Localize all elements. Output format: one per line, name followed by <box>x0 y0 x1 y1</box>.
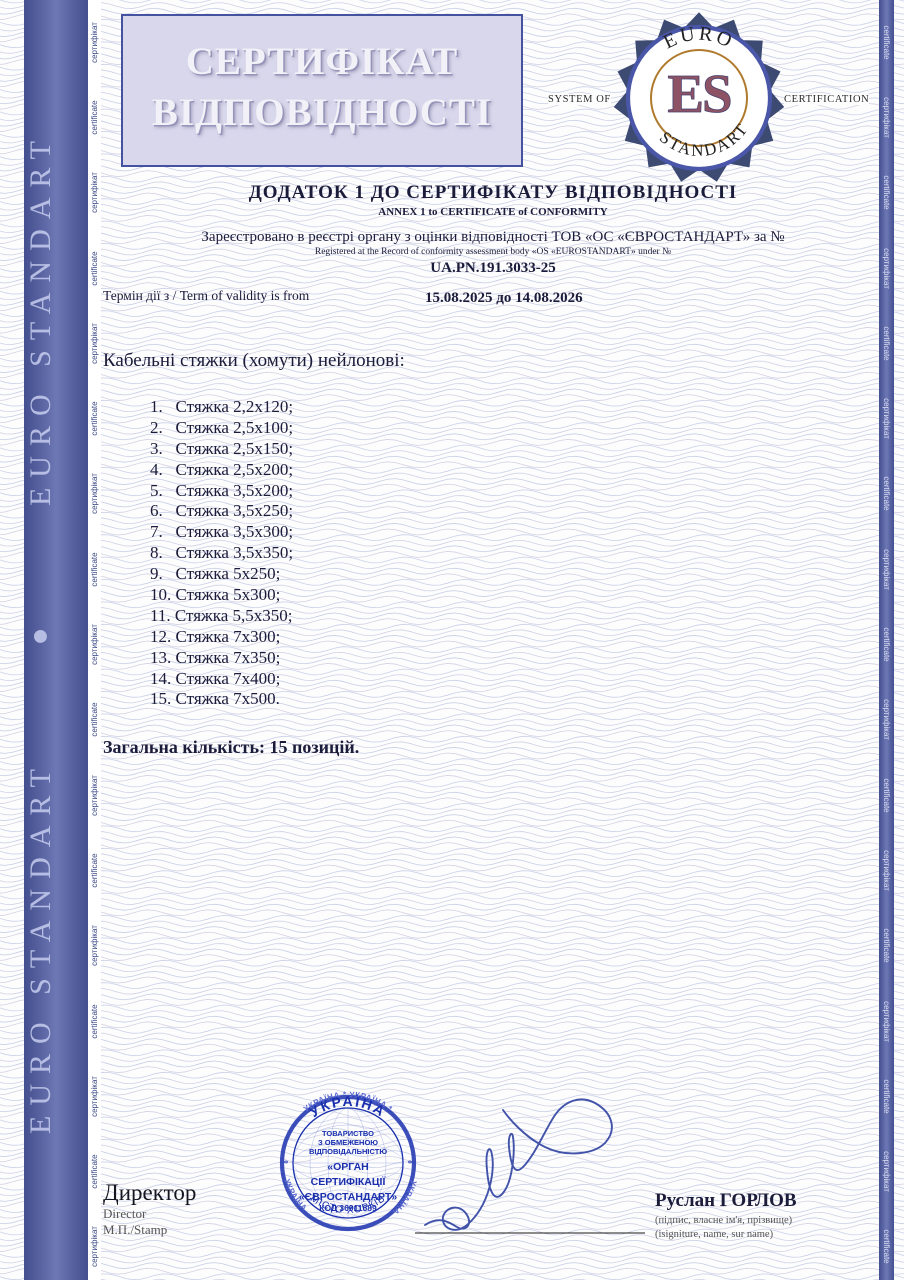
svg-text:КОД 36911689: КОД 36911689 <box>319 1203 377 1213</box>
svg-text:ТОВАРИСТВО: ТОВАРИСТВО <box>322 1129 374 1138</box>
svg-text:ВІДПОВІДАЛЬНІСТЮ: ВІДПОВІДАЛЬНІСТЮ <box>309 1147 387 1156</box>
svg-text:З ОБМЕЖЕНОЮ: З ОБМЕЖЕНОЮ <box>318 1138 378 1147</box>
svg-text:«ОРГАН: «ОРГАН <box>327 1161 368 1173</box>
svg-text:«ЄВРОСТАНДАРТ»: «ЄВРОСТАНДАРТ» <box>299 1191 398 1203</box>
svg-text:СЕРТИФІКАЦІЇ: СЕРТИФІКАЦІЇ <box>311 1175 387 1188</box>
svg-text:ES: ES <box>667 63 731 124</box>
svg-text:*: * <box>284 1159 289 1170</box>
